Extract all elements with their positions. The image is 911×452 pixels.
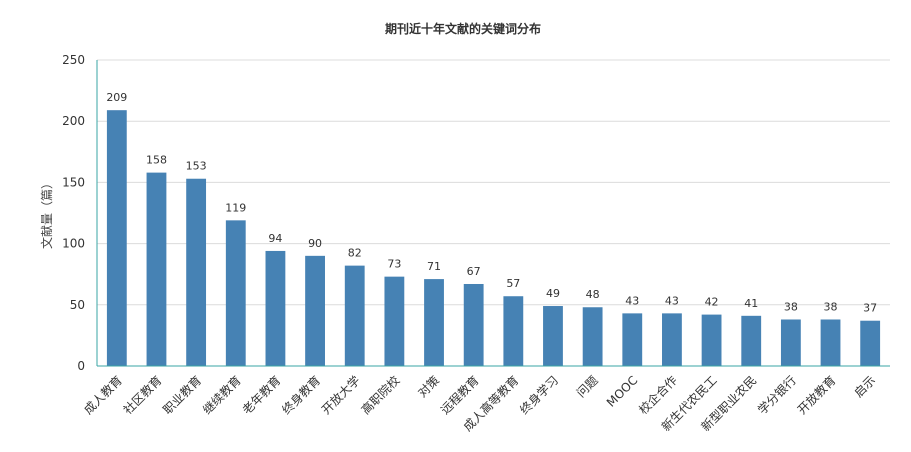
bar-value-label: 209 — [106, 91, 127, 104]
bar-value-label: 119 — [225, 201, 246, 214]
bar-value-label: 48 — [586, 288, 600, 301]
x-tick-label: 社区教育 — [120, 373, 165, 418]
x-tick-label: 问题 — [574, 373, 601, 400]
data-labels: 209 158 153 119 94 90 82 73 71 67 57 49 48 43 43 42 41 38… — [106, 91, 877, 315]
bar[interactable] — [384, 276, 405, 366]
bar[interactable] — [424, 279, 444, 366]
x-tick-label: 老年教育 — [239, 373, 284, 418]
bar-value-label: 94 — [268, 232, 282, 245]
x-tick-label: 终身学习 — [517, 373, 562, 418]
x-tick-label: 开放教育 — [794, 373, 839, 418]
bar-value-label: 71 — [427, 260, 441, 273]
x-tick-label: 职业教育 — [160, 373, 205, 418]
bar[interactable] — [622, 313, 643, 366]
bar-value-label: 67 — [467, 265, 481, 278]
bar-value-label: 43 — [625, 294, 639, 307]
x-tick-label: MOOC — [604, 373, 641, 410]
x-tick-label: 开放大学 — [318, 373, 363, 418]
bar-value-label: 38 — [824, 300, 838, 313]
bar-value-label: 49 — [546, 287, 560, 300]
x-tick-label: 学分银行 — [754, 373, 799, 418]
bar[interactable] — [463, 283, 484, 366]
bar[interactable] — [106, 110, 127, 367]
y-tick-label: 0 — [77, 359, 85, 373]
x-tick-label: 启示 — [851, 373, 878, 400]
x-tick-label: 高职院校 — [358, 373, 403, 418]
bar[interactable] — [582, 307, 603, 366]
bar[interactable] — [820, 319, 841, 366]
bar[interactable] — [780, 319, 801, 366]
bar[interactable] — [186, 178, 207, 366]
bar[interactable] — [662, 313, 682, 366]
bar-value-label: 43 — [665, 294, 679, 307]
bar[interactable] — [543, 306, 563, 366]
bar-value-label: 158 — [146, 154, 167, 167]
y-axis-label: 文献量（篇） — [39, 177, 54, 249]
grid-lines — [97, 59, 890, 306]
y-tick-label: 50 — [70, 298, 85, 312]
y-tick-label: 200 — [62, 114, 85, 128]
x-tick-label: 对策 — [415, 373, 442, 400]
bar[interactable] — [503, 296, 524, 366]
x-tick-label: 继续教育 — [199, 373, 244, 418]
bar[interactable] — [225, 220, 246, 366]
bar[interactable] — [860, 320, 881, 366]
bar-value-label: 82 — [348, 247, 362, 260]
chart-title: 期刊近十年文献的关键词分布 — [385, 21, 541, 36]
bar-value-label: 153 — [186, 160, 207, 173]
bar-value-label: 38 — [784, 300, 798, 313]
x-tick-label: 成人教育 — [80, 373, 125, 418]
bar-value-label: 37 — [863, 302, 877, 315]
bars — [106, 110, 881, 367]
x-tick-label: 终身教育 — [279, 373, 324, 418]
bar-value-label: 42 — [705, 296, 719, 309]
bar[interactable] — [344, 265, 365, 366]
y-tick-label: 250 — [62, 53, 85, 67]
bar-value-label: 41 — [744, 297, 758, 310]
bar[interactable] — [701, 314, 722, 366]
bar[interactable] — [265, 250, 286, 366]
bar[interactable] — [741, 315, 762, 366]
bar[interactable] — [146, 172, 167, 366]
y-tick-label: 150 — [62, 175, 85, 189]
bar-value-label: 57 — [506, 277, 520, 290]
bar-value-label: 90 — [308, 237, 322, 250]
y-tick-label: 100 — [62, 237, 85, 251]
bar-value-label: 73 — [387, 258, 401, 271]
bar[interactable] — [305, 255, 325, 366]
